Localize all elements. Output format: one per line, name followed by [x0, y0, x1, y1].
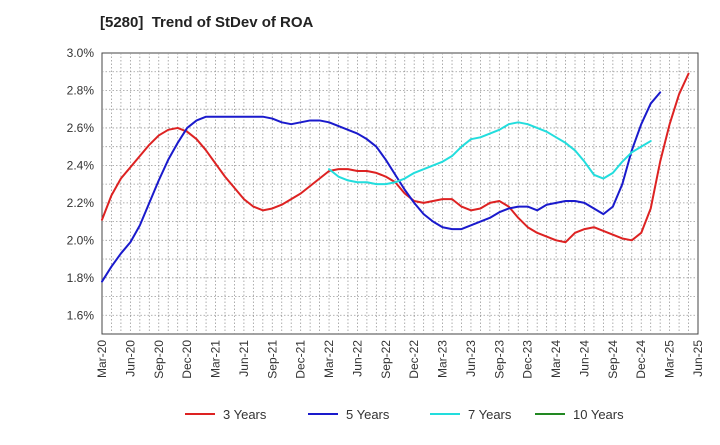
- x-tick-label: Sep-21: [265, 340, 279, 379]
- y-tick-label: 2.4%: [67, 158, 95, 172]
- x-tick-label: Mar-24: [549, 340, 563, 378]
- y-tick-label: 3.0%: [67, 46, 95, 60]
- legend-label: 10 Years: [573, 407, 624, 422]
- chart-title: [5280] Trend of StDev of ROA: [100, 14, 314, 31]
- plot-area: [101, 52, 699, 335]
- x-tick-label: Dec-24: [634, 340, 648, 379]
- x-tick-label: Mar-22: [322, 340, 336, 378]
- x-tick-label: Mar-23: [436, 340, 450, 378]
- y-tick-label: 2.0%: [67, 233, 95, 247]
- y-tick-label: 2.8%: [67, 83, 95, 97]
- y-tick-label: 2.2%: [67, 196, 95, 210]
- legend: 3 Years 5 Years 7 Years 10 Years: [185, 407, 624, 422]
- x-tick-label: Dec-21: [294, 340, 308, 379]
- legend-label: 3 Years: [223, 407, 267, 422]
- x-tick-label: Sep-20: [152, 340, 166, 379]
- x-tick-label: Mar-21: [209, 340, 223, 378]
- x-tick-label: Dec-20: [180, 340, 194, 379]
- x-tick-label: Dec-23: [521, 340, 535, 379]
- x-tick-label: Jun-24: [577, 340, 591, 377]
- legend-label: 5 Years: [346, 407, 390, 422]
- x-tick-label: Jun-22: [350, 340, 364, 377]
- x-tick-label: Dec-22: [407, 340, 421, 379]
- y-tick-label: 1.6%: [67, 308, 95, 322]
- x-tick-label: Sep-22: [379, 340, 393, 379]
- x-tick-label: Sep-23: [492, 340, 506, 379]
- legend-label: 7 Years: [468, 407, 512, 422]
- x-tick-label: Mar-20: [95, 340, 109, 378]
- series-line-7-years: [328, 121, 652, 186]
- series-line-5-years: [101, 91, 662, 283]
- x-tick-label: Jun-20: [123, 340, 137, 377]
- y-tick-label: 1.8%: [67, 271, 95, 285]
- series-lines: [101, 72, 690, 283]
- x-axis-tick-labels: Mar-20 Jun-20 Sep-20 Dec-20 Mar-21 Jun-21 Sep-…: [95, 340, 705, 379]
- grid-lines: [102, 53, 698, 334]
- x-tick-label: Jun-25: [691, 340, 705, 377]
- x-tick-label: Mar-25: [663, 340, 677, 378]
- y-axis-tick-labels: 1.6% 1.8% 2.0% 2.2% 2.4% 2.6% 2.8% 3.0%: [67, 46, 95, 322]
- x-tick-label: Jun-21: [237, 340, 251, 377]
- y-tick-label: 2.6%: [67, 121, 95, 135]
- x-tick-label: Sep-24: [606, 340, 620, 379]
- x-tick-label: Jun-23: [464, 340, 478, 377]
